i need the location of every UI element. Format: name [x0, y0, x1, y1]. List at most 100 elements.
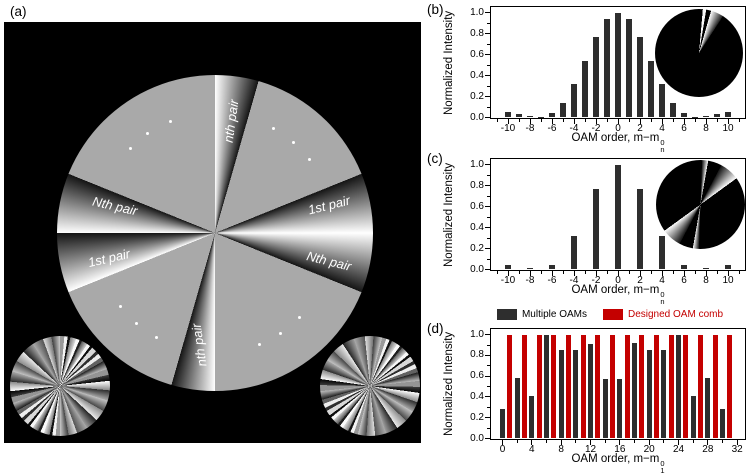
- bar: [714, 113, 720, 118]
- bar: [659, 83, 665, 118]
- tick-label: 0: [615, 275, 621, 286]
- panel-label-b: (b): [427, 2, 444, 17]
- panel-label-c: (c): [427, 151, 443, 166]
- bar: [661, 350, 667, 439]
- tick-label: 6: [681, 275, 687, 286]
- bar: [573, 350, 579, 439]
- x-tick: [648, 440, 650, 445]
- bar: [580, 334, 586, 439]
- x-tick: [672, 119, 674, 122]
- bar: [500, 409, 505, 439]
- tick-label: -4: [569, 275, 579, 286]
- bar: [681, 112, 687, 118]
- bar: [507, 334, 513, 439]
- wedge-label-left-lower: 1st pair: [86, 245, 132, 271]
- bar: [624, 334, 630, 439]
- bar: [602, 379, 608, 439]
- wedge-label-bottom: nth pair: [188, 322, 210, 368]
- tick-label: 0.6: [470, 370, 484, 382]
- tick-label: -6: [547, 123, 557, 134]
- y-tick: [485, 375, 490, 377]
- x-axis-title-text: OAM order, m−m: [571, 453, 660, 465]
- x-tick: [683, 119, 685, 124]
- wedge-label-left-upper: Nth pair: [91, 193, 139, 219]
- bar: [551, 334, 557, 439]
- bar: [582, 60, 588, 118]
- bar: [639, 334, 645, 439]
- y-tick: [485, 117, 490, 118]
- bar: [571, 83, 577, 118]
- tick-label: 8: [703, 123, 709, 134]
- y-tick: [485, 33, 490, 35]
- wedge-label-top: nth pair: [220, 98, 242, 144]
- x-tick: [502, 440, 503, 445]
- bar: [516, 113, 522, 118]
- bar: [615, 164, 621, 270]
- y-tick: [485, 227, 490, 229]
- tick-label: 0.8: [470, 179, 484, 191]
- bar: [668, 334, 674, 439]
- bar: [549, 265, 555, 270]
- bar: [604, 19, 610, 118]
- x-tick: [628, 119, 630, 122]
- subscript: n: [660, 297, 665, 306]
- bar: [538, 116, 544, 118]
- phase-mask-inset-left: [10, 336, 110, 436]
- y-tick: [485, 334, 490, 336]
- x-tick: [661, 119, 663, 124]
- tick-label: 4: [659, 123, 665, 134]
- x-tick: [639, 271, 641, 276]
- x-tick: [639, 119, 641, 124]
- x-tick: [507, 271, 509, 276]
- bar: [527, 116, 533, 118]
- x-tick: [634, 440, 635, 443]
- x-tick: [694, 271, 696, 274]
- bar: [571, 235, 577, 270]
- y-tick: [485, 54, 490, 56]
- tick-label: 1.0: [470, 158, 484, 170]
- bar: [725, 112, 731, 118]
- y-tick: [485, 248, 490, 250]
- bar: [610, 334, 615, 439]
- y-tick: [487, 106, 490, 108]
- y-tick: [487, 85, 490, 87]
- segmented-phase-mask: nth pair 1st pair Nth pair Nth pair 1st …: [57, 75, 373, 391]
- tick-label: 4: [659, 275, 665, 286]
- bar: [505, 112, 511, 118]
- bar: [566, 334, 571, 439]
- x-tick: [678, 440, 679, 445]
- tick-label: -10: [500, 275, 516, 286]
- y-tick: [487, 365, 490, 367]
- y-tick: [485, 354, 490, 356]
- tick-label: 1.0: [470, 6, 484, 18]
- x-tick: [738, 271, 740, 274]
- x-tick: [496, 119, 498, 122]
- tick-label: -4: [569, 123, 579, 134]
- ellipsis-dot: [271, 126, 275, 130]
- legend-item-multiple-oams: Multiple OAMs: [496, 309, 587, 320]
- x-tick: [650, 271, 652, 274]
- x-tick: [619, 440, 621, 445]
- bar: [681, 265, 687, 270]
- ellipsis-dot: [258, 342, 262, 346]
- tick-label: 6: [681, 123, 687, 134]
- bar: [698, 334, 703, 439]
- bar: [683, 334, 689, 439]
- bar: [560, 102, 566, 118]
- x-tick: [507, 119, 509, 124]
- bar: [654, 334, 659, 439]
- x-tick: [692, 440, 694, 443]
- bar: [505, 264, 511, 270]
- tick-label: 10: [722, 123, 734, 134]
- x-tick: [584, 271, 586, 274]
- panel-label-a: (a): [10, 4, 27, 19]
- x-tick: [540, 271, 542, 274]
- x-axis-title-b: OAM order, m−m 0 n: [490, 132, 746, 153]
- tick-label: 0.6: [470, 48, 484, 60]
- y-tick: [487, 344, 490, 346]
- bar: [712, 334, 718, 439]
- tick-label: 0.8: [470, 349, 484, 361]
- x-tick: [606, 119, 608, 122]
- ellipsis-dot: [118, 305, 122, 309]
